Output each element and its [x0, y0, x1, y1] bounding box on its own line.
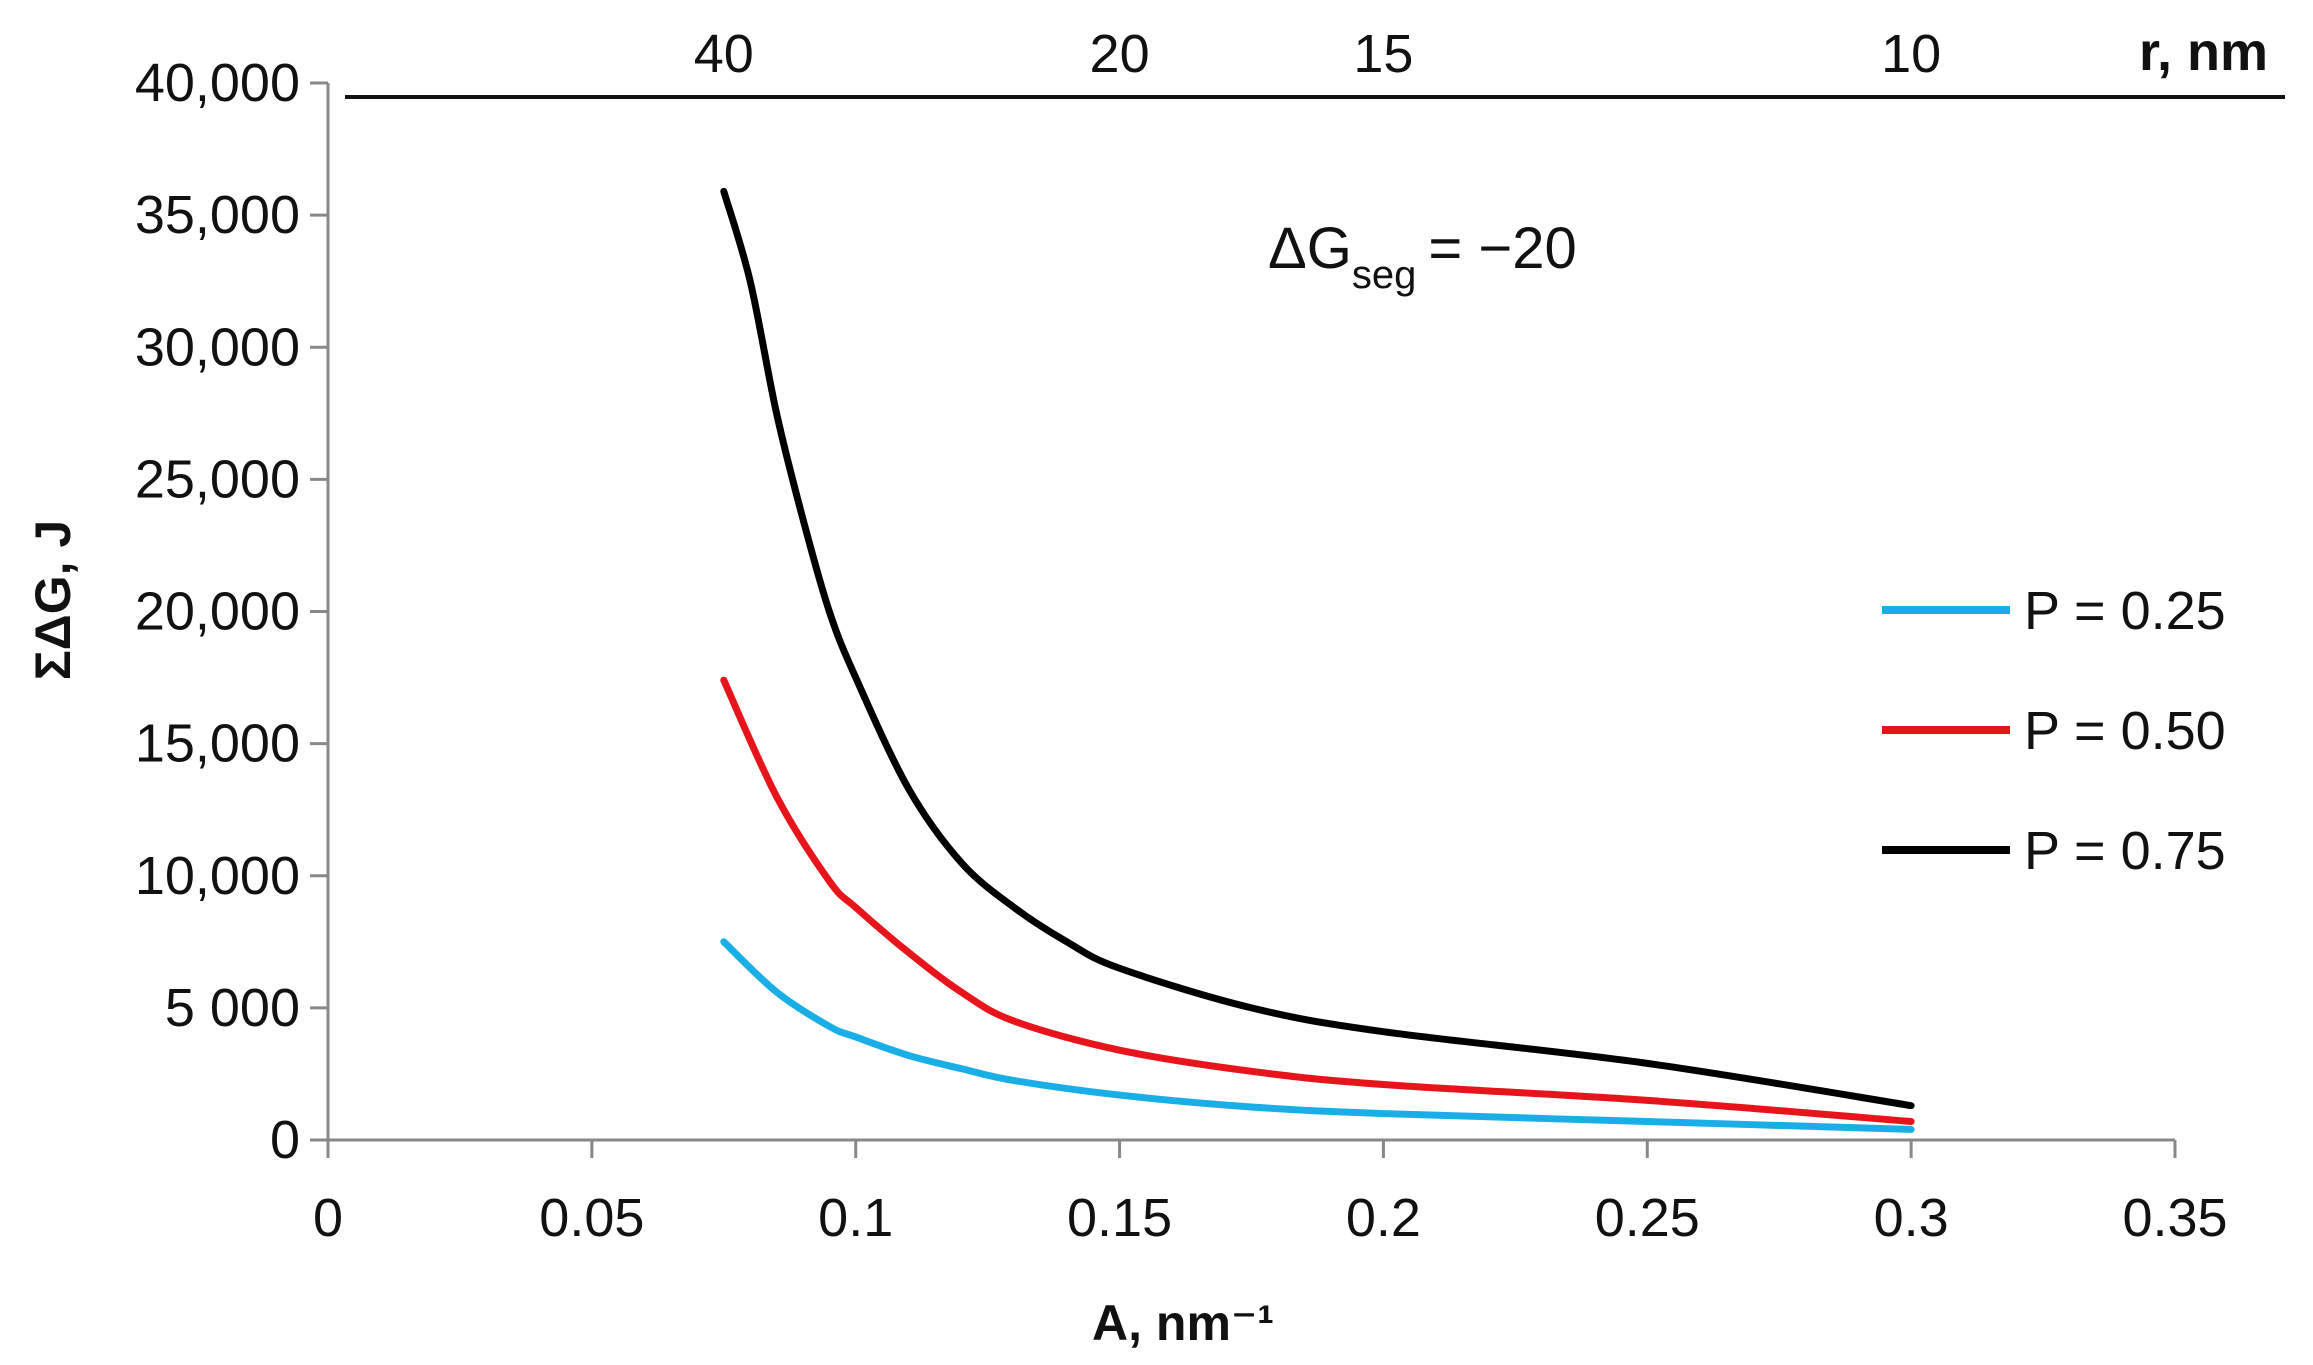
- series-line-2: [720, 676, 1915, 1125]
- legend-label: P = 0.25: [2024, 581, 2226, 641]
- x-tick-label: 0.15: [1067, 1188, 1172, 1248]
- series-layer: [720, 187, 1915, 1133]
- x-tick-label: 0: [313, 1188, 343, 1248]
- secondary-tick-label: 10: [1881, 24, 1941, 84]
- x-tick-label: 0.3: [1874, 1188, 1949, 1248]
- secondary-axis-title: r, nm: [2139, 22, 2268, 82]
- annotation-text: ΔGseg = −20: [1268, 216, 1577, 297]
- y-tick-label: 25,000: [135, 449, 300, 509]
- legend-label: P = 0.75: [2024, 821, 2226, 881]
- x-tick-label: 0.05: [539, 1188, 644, 1248]
- annotation-subscript: seg: [1352, 253, 1417, 297]
- x-tick-label: 0.1: [818, 1188, 893, 1248]
- legend: P = 0.25 P = 0.50 P = 0.75: [1882, 581, 2226, 881]
- series-line-1: [720, 938, 1915, 1133]
- y-tick-label: 10,000: [135, 846, 300, 906]
- y-tick-label: 35,000: [135, 185, 300, 245]
- y-tick-label: 40,000: [135, 53, 300, 113]
- series-line-3: [720, 187, 1915, 1110]
- y-tick-label: 5 000: [165, 978, 300, 1038]
- secondary-tick-label: 20: [1090, 24, 1150, 84]
- annotation-main: ΔG: [1268, 216, 1352, 281]
- x-tick-label: 0.25: [1595, 1188, 1700, 1248]
- secondary-tick-label: 15: [1353, 24, 1413, 84]
- legend-label: P = 0.50: [2024, 701, 2226, 761]
- x-tick-label: 0.35: [2122, 1188, 2227, 1248]
- y-tick-label: 30,000: [135, 317, 300, 377]
- annotation-value: = −20: [1428, 216, 1576, 281]
- y-axis-title: ΣΔG, J: [25, 520, 81, 680]
- y-tick-label: 0: [270, 1110, 300, 1170]
- axes-layer: 0 5 000 10,000 15,000 20,000 25,000 30,000 35,0…: [135, 24, 2285, 1248]
- y-tick-label: 20,000: [135, 582, 300, 642]
- x-axis-title: A, nm⁻¹: [1092, 1295, 1274, 1351]
- secondary-tick-label: 40: [694, 24, 754, 84]
- x-tick-label: 0.2: [1346, 1188, 1421, 1248]
- y-tick-label: 15,000: [135, 714, 300, 774]
